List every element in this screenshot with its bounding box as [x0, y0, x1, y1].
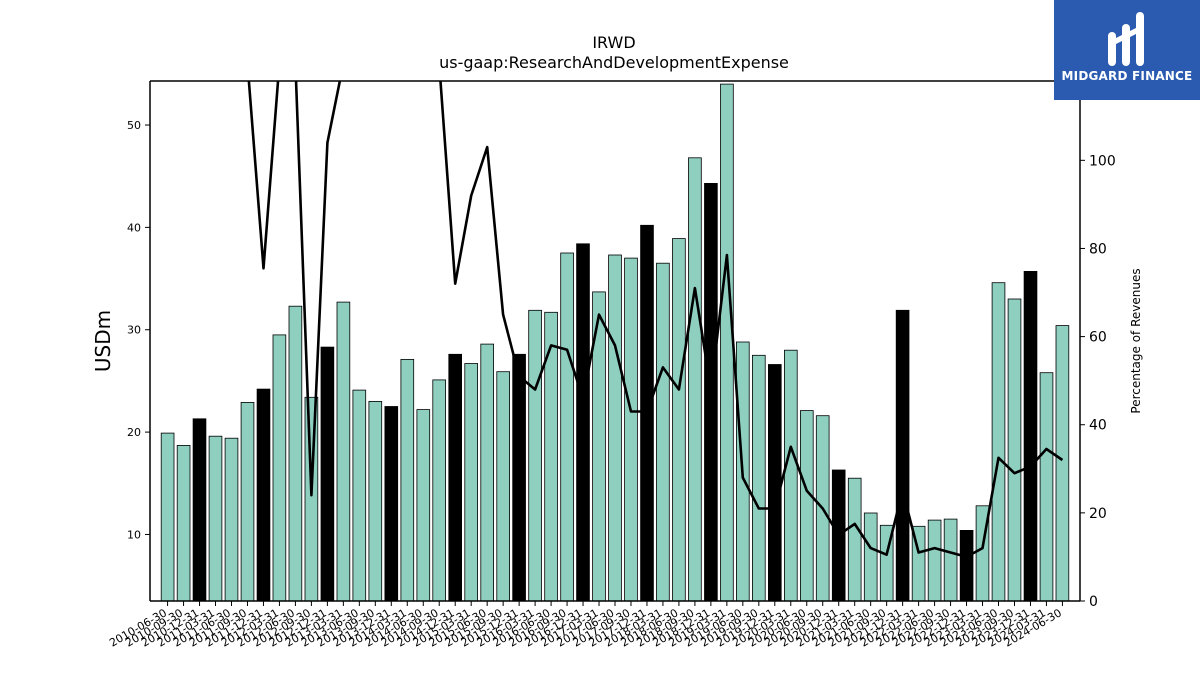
bar — [800, 410, 814, 602]
bar — [991, 282, 1006, 602]
axes-group: 10203040500204060801002010-06-302010-09-… — [107, 80, 1116, 650]
bar — [704, 182, 718, 602]
logo: MIDGARD FINANCE — [1054, 0, 1200, 100]
y2-tick-label: 80 — [1089, 241, 1107, 257]
bar — [959, 530, 974, 602]
y2-tick-label: 20 — [1089, 506, 1107, 522]
bar — [863, 512, 878, 602]
bar — [384, 406, 399, 602]
bar — [272, 334, 287, 602]
bar — [176, 444, 191, 602]
bar — [576, 243, 590, 602]
bar — [1039, 372, 1054, 602]
bar — [943, 518, 958, 602]
y-tick-label: 20 — [127, 426, 141, 439]
bar — [224, 437, 239, 602]
bar — [400, 358, 415, 602]
bar — [240, 401, 255, 602]
bar — [656, 262, 670, 602]
bar — [512, 353, 526, 602]
chart-subtitle: us-gaap:ResearchAndDevelopmentExpense — [439, 53, 789, 72]
y2-axis-label: Percentage of Revenues — [1129, 268, 1143, 413]
y2-tick-label: 40 — [1089, 418, 1107, 434]
y2-tick-label: 60 — [1089, 330, 1107, 346]
bar — [256, 388, 271, 602]
bar — [768, 364, 782, 602]
bar — [784, 349, 798, 602]
bar — [368, 400, 383, 602]
bar — [720, 83, 734, 602]
bar — [288, 305, 303, 602]
bar — [895, 309, 910, 602]
bar — [1055, 325, 1070, 602]
bar — [927, 519, 942, 602]
bar — [624, 257, 638, 602]
percentage-line — [247, 81, 1064, 559]
bar — [496, 371, 510, 602]
bar — [608, 254, 622, 602]
y2-tick-label: 0 — [1089, 594, 1098, 610]
line-group — [247, 81, 1064, 559]
bar — [752, 354, 766, 602]
bar — [640, 224, 654, 602]
bar — [1007, 298, 1022, 602]
y-tick-label: 10 — [127, 528, 141, 541]
bar — [672, 238, 686, 602]
bar — [1023, 270, 1038, 602]
bar — [208, 435, 223, 602]
bar — [528, 309, 542, 602]
bar — [192, 418, 207, 602]
bar — [560, 252, 574, 602]
bar — [432, 379, 446, 602]
y-axis-label: USDm — [91, 310, 115, 372]
bar — [847, 477, 862, 602]
logo-text: MIDGARD FINANCE — [1061, 69, 1193, 83]
bar — [464, 363, 478, 602]
bar — [304, 396, 319, 602]
bar — [416, 409, 431, 602]
y2-tick-label: 100 — [1089, 153, 1116, 169]
bar — [448, 353, 462, 602]
bar — [336, 301, 351, 602]
bar — [352, 389, 367, 602]
bar — [688, 157, 702, 602]
chart-title: IRWD — [592, 33, 635, 52]
y-tick-label: 30 — [127, 324, 141, 337]
bar — [320, 346, 335, 602]
midgard-logo-icon — [1108, 12, 1144, 66]
bars-group — [160, 83, 1070, 602]
y-tick-label: 50 — [127, 119, 141, 132]
bar — [480, 343, 494, 602]
bar — [160, 432, 175, 602]
y-tick-label: 40 — [127, 221, 141, 234]
